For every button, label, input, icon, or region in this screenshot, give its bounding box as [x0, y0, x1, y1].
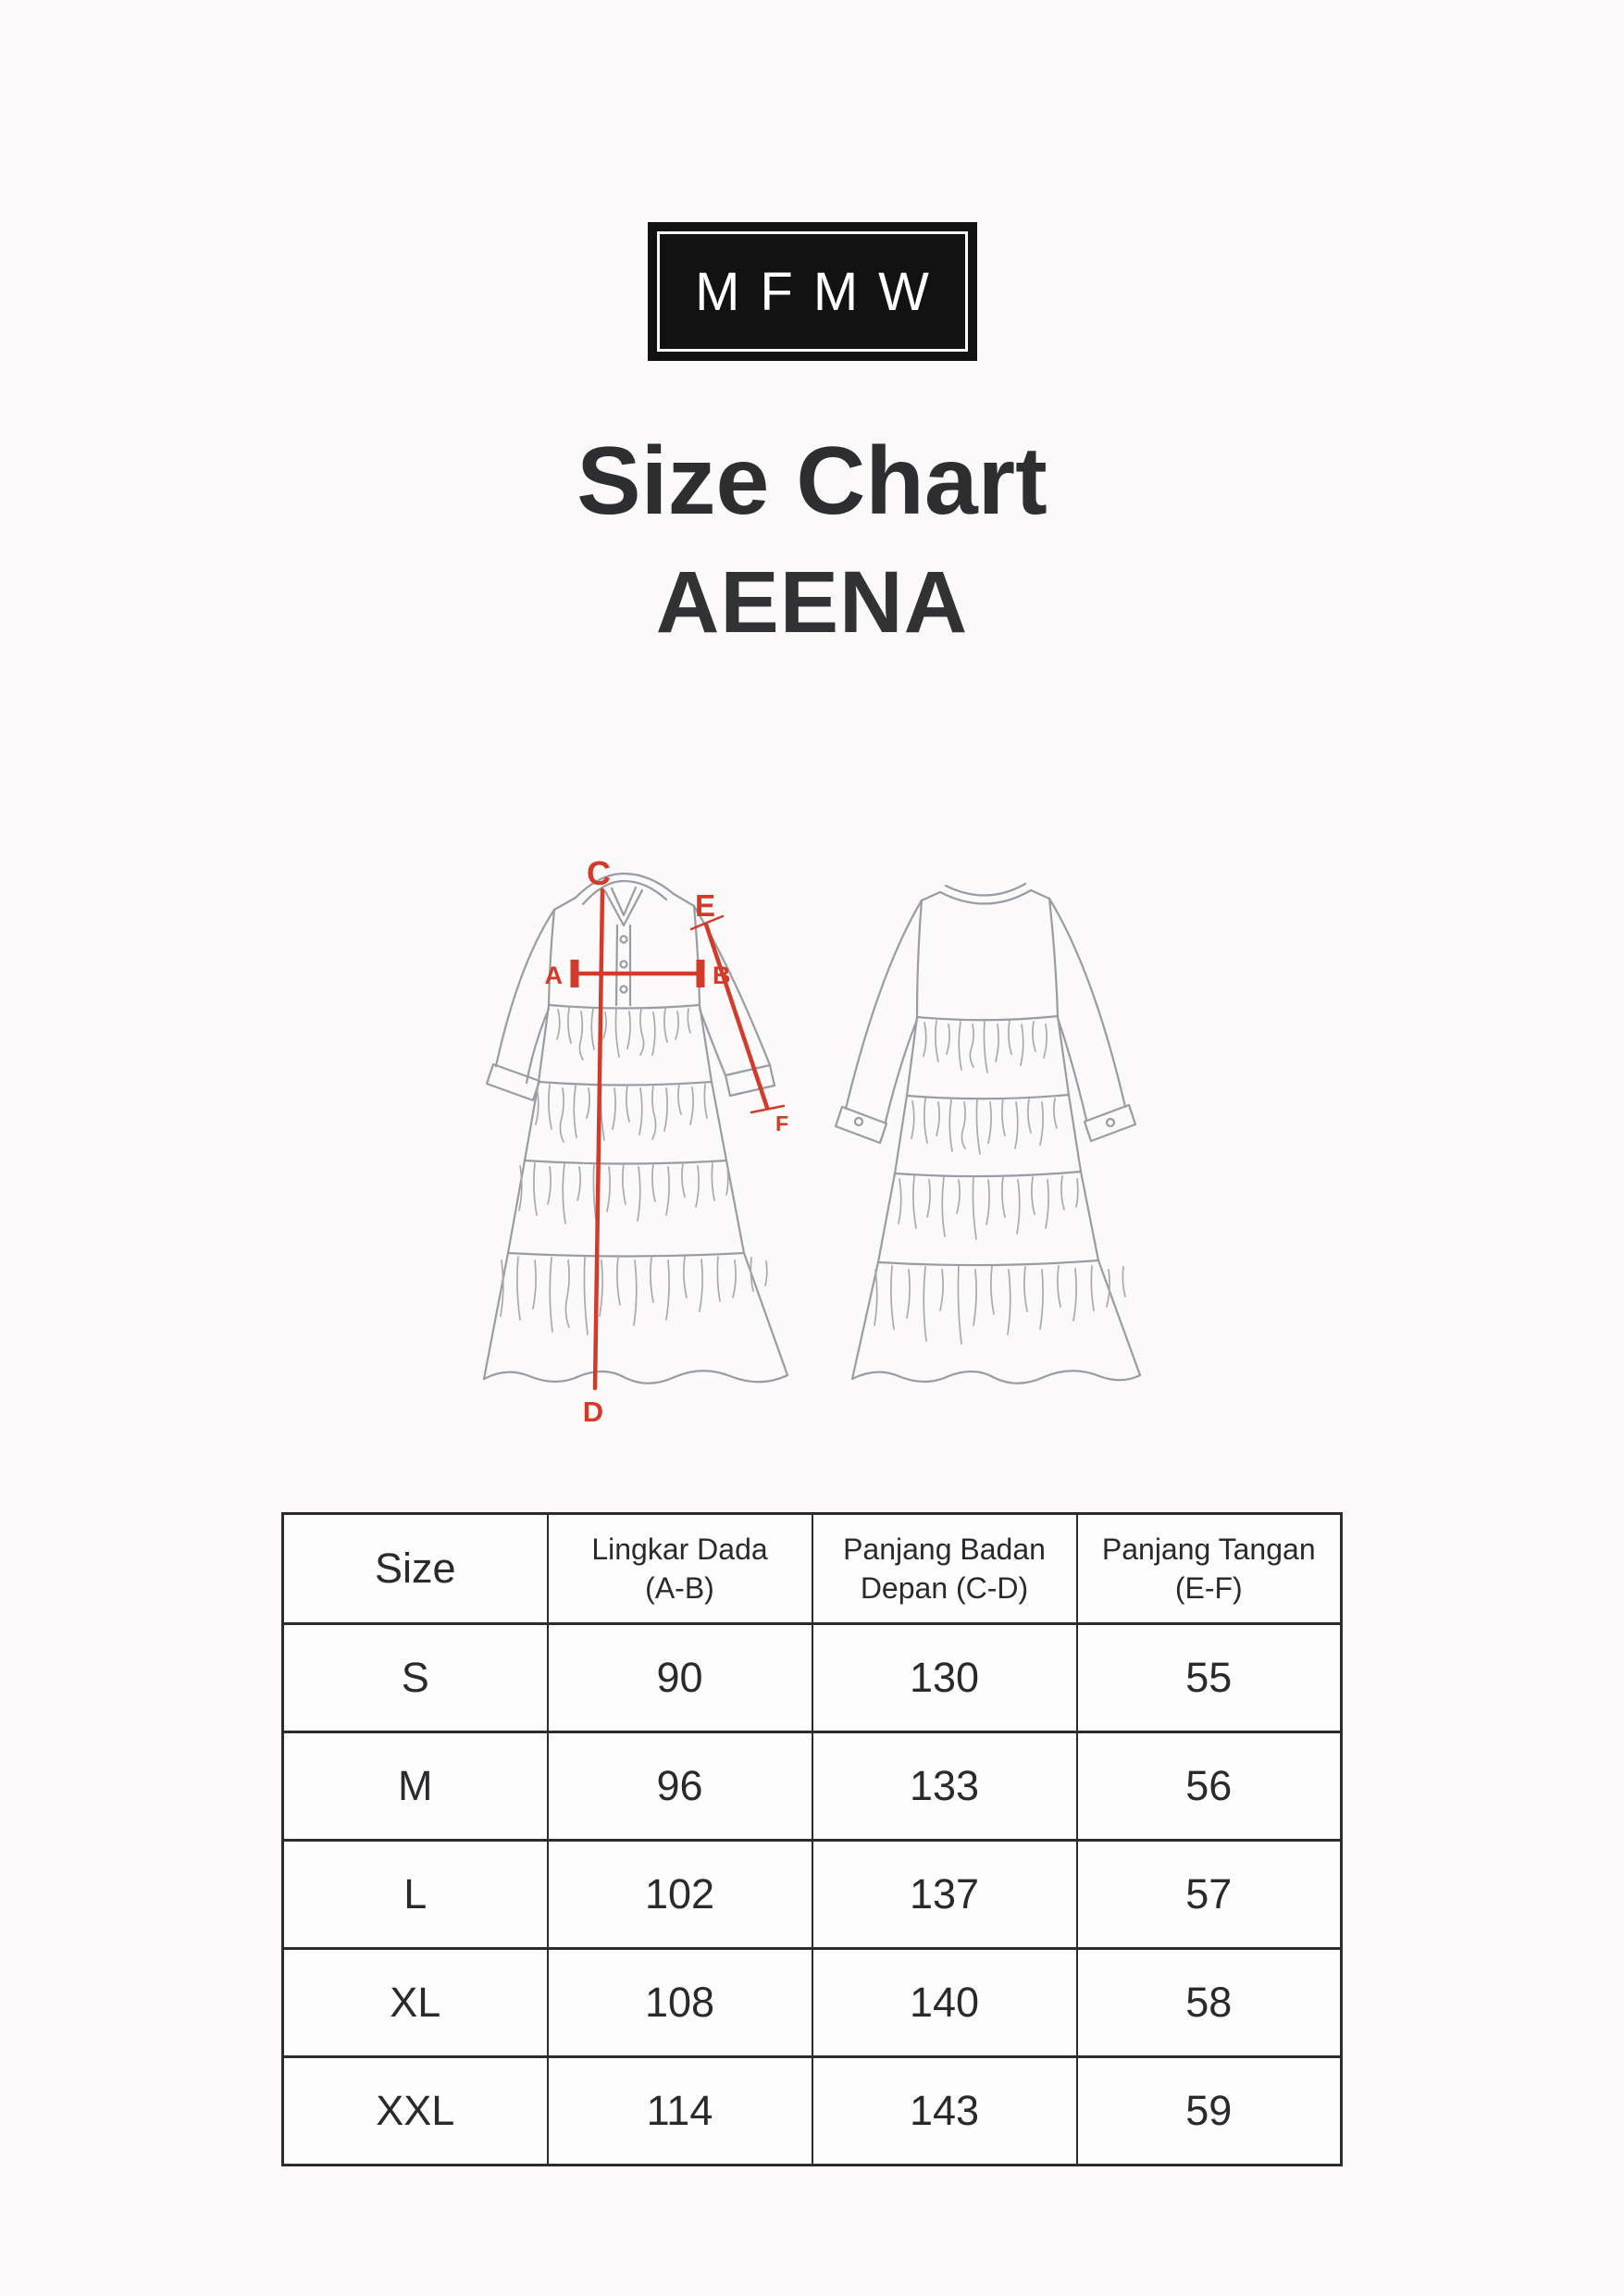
col-header-size: Size — [281, 1512, 549, 1625]
panjang-badan-cell: 130 — [811, 1622, 1078, 1733]
lingkar-dada-cell: 108 — [546, 1947, 813, 2058]
size-cell: M — [281, 1731, 549, 1842]
table-row-xxl: XXL 114 143 59 — [281, 2055, 1343, 2166]
header-row: Size Lingkar Dada (A-B) Panjang Badan De… — [281, 1512, 1343, 1625]
back-dress-outline — [834, 882, 1142, 1384]
lingkar-dada-cell: 90 — [546, 1622, 813, 1733]
size-table-body: S 90 130 55 M 96 133 56 L 102 137 57 XL … — [281, 1622, 1343, 2166]
panjang-tangan-cell: 59 — [1075, 2055, 1343, 2166]
measure-label-a: A — [545, 962, 564, 989]
measure-line-ef: E F — [689, 888, 788, 1136]
size-table: Size Lingkar Dada (A-B) Panjang Badan De… — [281, 1512, 1343, 2166]
front-dress-outline — [482, 872, 789, 1384]
panjang-tangan-cell: 55 — [1075, 1622, 1343, 1733]
table-row-s: S 90 130 55 — [281, 1622, 1343, 1733]
lingkar-dada-cell: 114 — [546, 2055, 813, 2166]
front-dress-gather-lines — [500, 1007, 768, 1335]
col-header-size-label: Size — [374, 1545, 456, 1592]
table-row-l: L 102 137 57 — [281, 1839, 1343, 1950]
page-title: Size Chart — [576, 428, 1048, 535]
panjang-badan-cell: 133 — [811, 1731, 1078, 1842]
size-cell: XL — [281, 1947, 549, 2058]
back-dress-gather-lines — [874, 1020, 1126, 1345]
brand-logo-text: MFMW — [695, 261, 949, 322]
col-header-lingkar-dada: Lingkar Dada (A-B) — [546, 1512, 813, 1625]
table-row-m: M 96 133 56 — [281, 1731, 1343, 1842]
size-cell: XXL — [281, 2055, 549, 2166]
measure-label-d: D — [583, 1396, 603, 1428]
size-cell: L — [281, 1839, 549, 1950]
measure-line-ab: A B — [545, 960, 731, 989]
size-cell: S — [281, 1622, 549, 1733]
lingkar-dada-cell: 102 — [546, 1839, 813, 1950]
product-name: AEENA — [655, 553, 969, 652]
dress-measurement-diagram: C D A B E F — [482, 854, 1142, 1428]
brand-logo: MFMW — [647, 222, 977, 361]
panjang-tangan-cell: 56 — [1075, 1731, 1343, 1842]
panjang-badan-cell: 137 — [811, 1839, 1078, 1950]
lingkar-dada-cell: 96 — [546, 1731, 813, 1842]
panjang-tangan-cell: 57 — [1075, 1839, 1343, 1950]
size-table-header: Size Lingkar Dada (A-B) Panjang Badan De… — [281, 1512, 1343, 1625]
measure-label-e: E — [695, 888, 715, 923]
col-header-panjang-tangan: Panjang Tangan (E-F) — [1075, 1512, 1343, 1625]
panjang-tangan-cell: 58 — [1075, 1947, 1343, 2058]
panjang-badan-cell: 140 — [811, 1947, 1078, 2058]
col-header-panjang-badan: Panjang Badan Depan (C-D) — [811, 1512, 1078, 1625]
measure-label-f: F — [775, 1111, 788, 1136]
panjang-badan-cell: 143 — [811, 2055, 1078, 2166]
measure-label-c: C — [587, 854, 611, 892]
measure-line-cd: C D — [583, 854, 611, 1428]
table-row-xl: XL 108 140 58 — [281, 1947, 1343, 2058]
logo-frame — [656, 231, 968, 352]
